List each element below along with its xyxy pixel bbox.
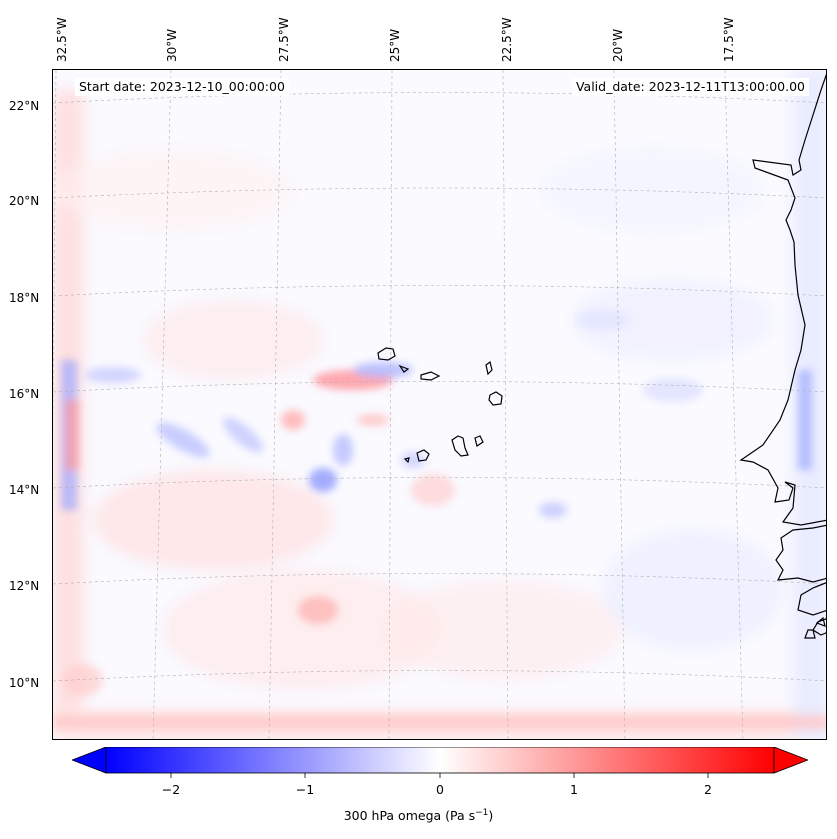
colorbar-label-suffix: ) <box>488 808 494 824</box>
colorbar-label: 300 hPa omega (Pa s−1) <box>0 808 837 823</box>
colorbar-tick-neg1: −1 <box>295 782 315 797</box>
lon-label-30w: 30°W <box>165 28 179 62</box>
colorbar-ticks <box>170 773 709 778</box>
omega-map-panel <box>52 69 827 740</box>
lat-label-18n: 18°N <box>9 291 40 305</box>
omega-colorbar <box>72 747 808 778</box>
lon-label-20w: 20°W <box>611 28 625 62</box>
colorbar-min-extend-arrow <box>72 747 107 774</box>
lon-label-25w: 25°W <box>388 28 402 62</box>
lat-label-12n: 12°N <box>9 579 40 593</box>
lon-label-22-5w: 22.5°W <box>500 17 514 62</box>
omega-field <box>53 70 826 739</box>
colorbar-tick-2: 2 <box>704 782 712 797</box>
cape-verde-islands <box>377 347 503 464</box>
colorbar-tick-0: 0 <box>436 782 444 797</box>
lon-label-27-5w: 27.5°W <box>277 17 291 62</box>
lat-label-16n: 16°N <box>9 387 40 401</box>
valid-date-label: Valid_date: 2023-12-11T13:00:00.00 <box>571 78 809 96</box>
colorbar-tick-1: 1 <box>570 782 578 797</box>
coastline-africa <box>739 73 826 639</box>
colorbar-gradient <box>105 747 775 774</box>
lat-label-22n: 22°N <box>9 99 40 113</box>
colorbar-tick-neg2: −2 <box>161 782 181 797</box>
colorbar-label-prefix: 300 hPa omega (Pa s <box>343 808 476 824</box>
lon-label-17-5w: 17.5°W <box>722 17 736 62</box>
lat-label-10n: 10°N <box>9 676 40 690</box>
colorbar-label-exponent: −1 <box>475 808 489 818</box>
graticule <box>53 70 826 739</box>
start-date-label: Start date: 2023-12-10_00:00:00 <box>75 78 289 96</box>
field-strong-features <box>53 310 826 729</box>
colorbar-max-extend-arrow <box>773 747 808 774</box>
lat-label-14n: 14°N <box>9 483 40 497</box>
lon-label-32-5w: 32.5°W <box>55 17 69 62</box>
lat-label-20n: 20°N <box>9 194 40 208</box>
